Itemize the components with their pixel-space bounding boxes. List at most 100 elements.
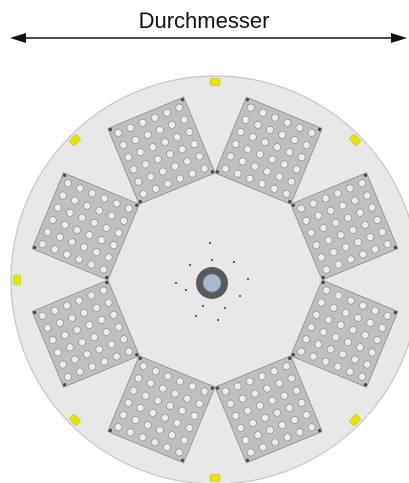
led-lens (124, 153, 133, 162)
led-lens (297, 204, 306, 213)
right-arrowhead (391, 33, 407, 43)
led-lens (263, 384, 272, 393)
led-lens (241, 436, 250, 445)
led-lens (63, 250, 71, 259)
led-lens (150, 113, 159, 122)
led-panel (107, 96, 216, 205)
panel-screw (216, 170, 220, 174)
led-panel-plate (107, 355, 216, 464)
led-lens (153, 155, 162, 164)
led-lens (126, 123, 135, 132)
center-hub (174, 241, 250, 322)
led-lens (312, 241, 321, 250)
led-lens (99, 265, 108, 274)
led-lens (88, 362, 97, 371)
led-lens (163, 372, 172, 381)
led-lens (324, 315, 333, 324)
panel-screw (210, 386, 214, 390)
led-lens (124, 204, 133, 213)
led-lens (261, 413, 269, 422)
led-lens (354, 238, 362, 247)
led-lens (185, 424, 194, 432)
led-panel-plate (290, 172, 399, 281)
led-lens (134, 177, 143, 186)
led-lens (363, 191, 372, 200)
panel-screw (393, 310, 397, 315)
led-lens (50, 306, 59, 315)
led-lens (346, 255, 355, 264)
led-lens (331, 218, 340, 227)
led-lens (171, 389, 180, 398)
led-lens (280, 160, 289, 169)
led-lens (95, 345, 104, 354)
led-lens (173, 419, 182, 427)
led-panel-plate (214, 355, 323, 464)
led-lens (238, 394, 247, 403)
led-lens (302, 411, 311, 419)
led-lens (166, 150, 174, 159)
diameter-label: Durchmesser (139, 8, 270, 33)
hub-bore (202, 273, 222, 293)
hub-screw-dot (238, 294, 242, 298)
yellow-rim-marker (349, 414, 361, 426)
led-lens (114, 323, 123, 332)
led-lens (114, 423, 123, 432)
led-lens (373, 215, 382, 224)
led-lens (343, 338, 352, 347)
led-lens (307, 228, 316, 237)
yellow-rim-marker (349, 134, 361, 146)
led-lens (183, 157, 192, 166)
led-lens (317, 253, 326, 262)
led-lens (358, 179, 367, 188)
led-lens (71, 196, 79, 205)
panel-screw (62, 382, 67, 387)
led-lens (75, 255, 84, 264)
led-lens (148, 408, 157, 417)
panel-screw (108, 428, 113, 433)
led-lens (92, 303, 101, 312)
led-lens (85, 231, 94, 239)
led-lens (109, 310, 118, 319)
led-lens (138, 118, 147, 127)
led-lens (139, 189, 148, 198)
hub-screw-dot (246, 277, 250, 281)
led-lens (283, 433, 292, 442)
led-lens (68, 238, 76, 247)
led-lens (278, 130, 287, 139)
panel-screw (245, 98, 250, 102)
led-lens (163, 179, 172, 188)
led-lens (282, 362, 291, 371)
led-lens (58, 360, 67, 369)
led-lens (161, 138, 169, 147)
led-lens (366, 233, 375, 242)
panel-screw (291, 353, 295, 357)
led-lens (331, 333, 340, 342)
led-lens (112, 352, 121, 361)
led-lens (71, 355, 79, 364)
hub-screw-dot (232, 260, 236, 264)
led-lens (90, 218, 99, 227)
led-lens (343, 213, 352, 222)
led-lens (119, 216, 128, 225)
led-lens (176, 174, 185, 183)
panel-screw (138, 356, 142, 360)
led-lens (163, 108, 172, 117)
led-lens (383, 311, 392, 320)
led-lens (129, 165, 138, 174)
led-panel (290, 279, 399, 388)
led-lens (48, 336, 57, 345)
led-lens (75, 296, 84, 305)
led-lens (38, 240, 47, 249)
led-lens (100, 357, 109, 366)
led-lens (295, 123, 304, 132)
led-lens (261, 138, 269, 147)
led-lens (104, 298, 113, 307)
led-lens (171, 162, 180, 171)
led-lens (322, 286, 331, 295)
led-lens (233, 169, 242, 178)
hub-screw-dot (174, 281, 178, 285)
panel-screw (288, 200, 292, 204)
led-lens (99, 286, 108, 295)
led-lens (312, 310, 321, 319)
